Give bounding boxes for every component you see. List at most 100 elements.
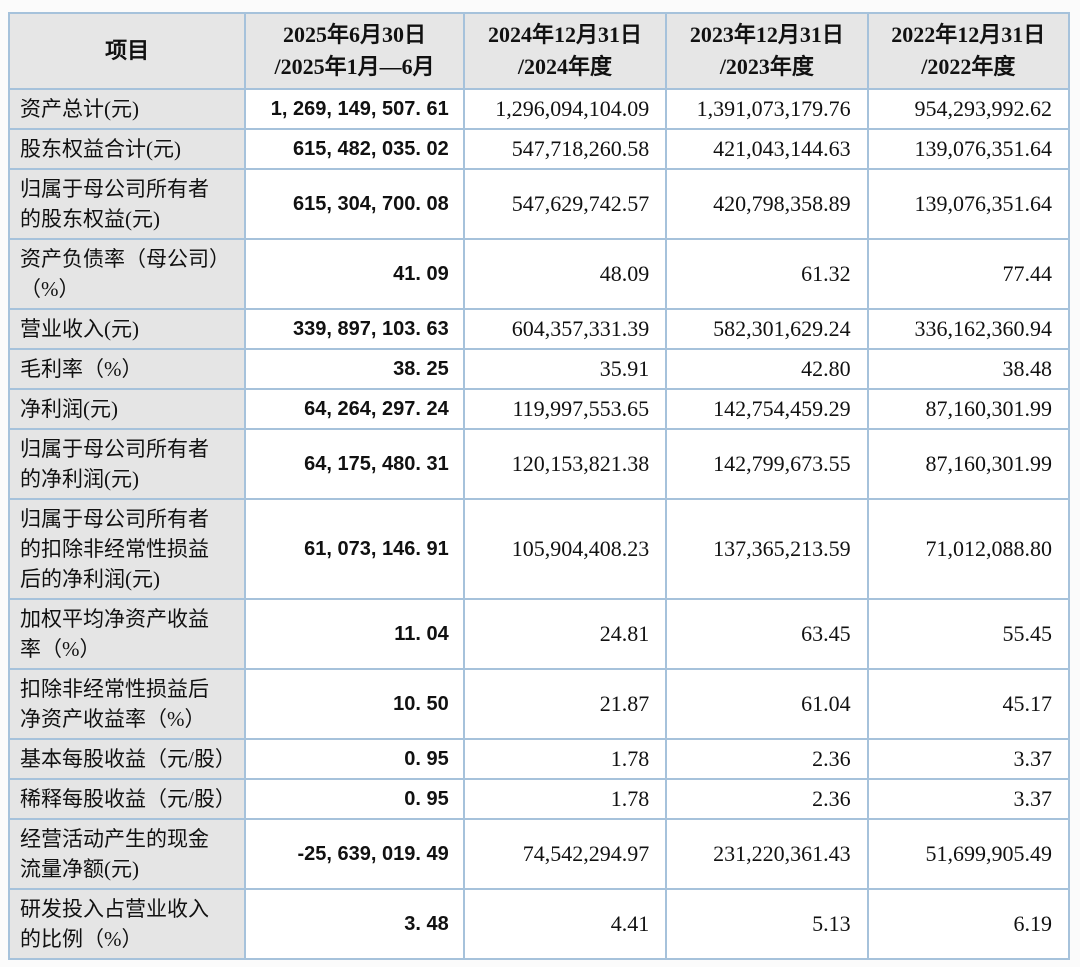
value-cell-2022: 38.48	[866, 348, 1071, 390]
value-cell-2023: 2.36	[665, 778, 869, 820]
table-row: 资产负债率（母公司） （%） 41. 09 48.09 61.32 77.44	[7, 238, 1071, 310]
table-row: 归属于母公司所有者 的扣除非经常性损益 后的净利润(元) 61, 073, 14…	[7, 498, 1071, 600]
value-cell-2025: 0. 95	[244, 778, 465, 820]
table-body: 资产总计(元) 1, 269, 149, 507. 61 1,296,094,1…	[7, 88, 1071, 960]
period-date: 2025年6月30日	[283, 22, 427, 47]
period-date: 2024年12月31日	[487, 22, 642, 47]
table-row: 基本每股收益（元/股） 0. 95 1.78 2.36 3.37	[7, 738, 1071, 780]
value-cell-2023: 421,043,144.63	[665, 128, 869, 170]
period-range: /2022年度	[921, 54, 1016, 79]
table-row: 股东权益合计(元) 615, 482, 035. 02 547,718,260.…	[7, 128, 1071, 170]
row-label: 经营活动产生的现金 流量净额(元)	[7, 818, 247, 890]
value-cell-2023: 61.04	[665, 668, 869, 740]
row-label: 研发投入占营业收入 的比例（%）	[7, 888, 247, 960]
value-cell-2023: 2.36	[665, 738, 869, 780]
value-cell-2023: 61.32	[665, 238, 869, 310]
value-cell-2022: 71,012,088.80	[866, 498, 1071, 600]
value-cell-2024: 604,357,331.39	[462, 308, 668, 350]
value-cell-2025: 1, 269, 149, 507. 61	[244, 88, 465, 130]
header-row: 项目 2025年6月30日 /2025年1月—6月 2024年12月31日 /2…	[7, 12, 1071, 90]
value-cell-2022: 51,699,905.49	[866, 818, 1071, 890]
row-label: 资产总计(元)	[7, 88, 247, 130]
period-range: /2024年度	[517, 54, 613, 79]
value-cell-2023: 5.13	[665, 888, 869, 960]
value-cell-2024: 35.91	[462, 348, 668, 390]
financial-summary-table: 项目 2025年6月30日 /2025年1月—6月 2024年12月31日 /2…	[7, 12, 1071, 960]
row-label: 资产负债率（母公司） （%）	[7, 238, 247, 310]
value-cell-2024: 48.09	[462, 238, 668, 310]
header-cell-period-2023: 2023年12月31日 /2023年度	[665, 12, 869, 90]
value-cell-2024: 24.81	[462, 598, 668, 670]
table-row: 稀释每股收益（元/股） 0. 95 1.78 2.36 3.37	[7, 778, 1071, 820]
value-cell-2022: 336,162,360.94	[866, 308, 1071, 350]
table-row: 研发投入占营业收入 的比例（%） 3. 48 4.41 5.13 6.19	[7, 888, 1071, 960]
value-cell-2022: 954,293,992.62	[866, 88, 1071, 130]
header-cell-period-2024: 2024年12月31日 /2024年度	[462, 12, 668, 90]
value-cell-2025: 339, 897, 103. 63	[244, 308, 465, 350]
row-label: 稀释每股收益（元/股）	[7, 778, 247, 820]
value-cell-2023: 1,391,073,179.76	[665, 88, 869, 130]
row-label: 归属于母公司所有者 的股东权益(元)	[7, 168, 247, 240]
value-cell-2023: 142,754,459.29	[665, 388, 869, 430]
header-cell-item: 项目	[7, 12, 247, 90]
value-cell-2024: 547,629,742.57	[462, 168, 668, 240]
value-cell-2025: 64, 264, 297. 24	[244, 388, 465, 430]
table-row: 归属于母公司所有者 的净利润(元) 64, 175, 480. 31 120,1…	[7, 428, 1071, 500]
value-cell-2024: 119,997,553.65	[462, 388, 668, 430]
value-cell-2022: 55.45	[866, 598, 1071, 670]
value-cell-2025: 615, 482, 035. 02	[244, 128, 465, 170]
value-cell-2022: 87,160,301.99	[866, 388, 1071, 430]
value-cell-2024: 105,904,408.23	[462, 498, 668, 600]
table-row: 营业收入(元) 339, 897, 103. 63 604,357,331.39…	[7, 308, 1071, 350]
row-label: 净利润(元)	[7, 388, 247, 430]
period-range: /2025年1月—6月	[274, 54, 435, 79]
value-cell-2025: 0. 95	[244, 738, 465, 780]
value-cell-2025: 38. 25	[244, 348, 465, 390]
row-label: 营业收入(元)	[7, 308, 247, 350]
value-cell-2022: 45.17	[866, 668, 1071, 740]
value-cell-2023: 582,301,629.24	[665, 308, 869, 350]
value-cell-2022: 3.37	[866, 738, 1071, 780]
table-row: 净利润(元) 64, 264, 297. 24 119,997,553.65 1…	[7, 388, 1071, 430]
value-cell-2024: 74,542,294.97	[462, 818, 668, 890]
row-label: 归属于母公司所有者 的扣除非经常性损益 后的净利润(元)	[7, 498, 247, 600]
value-cell-2023: 420,798,358.89	[665, 168, 869, 240]
value-cell-2024: 547,718,260.58	[462, 128, 668, 170]
value-cell-2023: 142,799,673.55	[665, 428, 869, 500]
value-cell-2025: 64, 175, 480. 31	[244, 428, 465, 500]
value-cell-2024: 1.78	[462, 738, 668, 780]
header-cell-period-2025: 2025年6月30日 /2025年1月—6月	[244, 12, 465, 90]
period-date: 2023年12月31日	[689, 22, 844, 47]
value-cell-2025: 3. 48	[244, 888, 465, 960]
value-cell-2024: 1.78	[462, 778, 668, 820]
value-cell-2024: 1,296,094,104.09	[462, 88, 668, 130]
value-cell-2024: 4.41	[462, 888, 668, 960]
row-label: 基本每股收益（元/股）	[7, 738, 247, 780]
value-cell-2024: 21.87	[462, 668, 668, 740]
period-date: 2022年12月31日	[891, 22, 1046, 47]
value-cell-2022: 139,076,351.64	[866, 128, 1071, 170]
row-label: 毛利率（%）	[7, 348, 247, 390]
table-row: 毛利率（%） 38. 25 35.91 42.80 38.48	[7, 348, 1071, 390]
value-cell-2022: 139,076,351.64	[866, 168, 1071, 240]
header-item-label: 项目	[105, 38, 150, 63]
row-label: 归属于母公司所有者 的净利润(元)	[7, 428, 247, 500]
row-label: 股东权益合计(元)	[7, 128, 247, 170]
value-cell-2025: 615, 304, 700. 08	[244, 168, 465, 240]
value-cell-2025: 61, 073, 146. 91	[244, 498, 465, 600]
value-cell-2022: 3.37	[866, 778, 1071, 820]
value-cell-2024: 120,153,821.38	[462, 428, 668, 500]
value-cell-2023: 42.80	[665, 348, 869, 390]
table-row: 经营活动产生的现金 流量净额(元) -25, 639, 019. 49 74,5…	[7, 818, 1071, 890]
value-cell-2022: 6.19	[866, 888, 1071, 960]
value-cell-2023: 137,365,213.59	[665, 498, 869, 600]
value-cell-2023: 231,220,361.43	[665, 818, 869, 890]
row-label: 加权平均净资产收益 率（%）	[7, 598, 247, 670]
row-label: 扣除非经常性损益后 净资产收益率（%）	[7, 668, 247, 740]
value-cell-2025: 11. 04	[244, 598, 465, 670]
value-cell-2025: 41. 09	[244, 238, 465, 310]
value-cell-2023: 63.45	[665, 598, 869, 670]
value-cell-2022: 77.44	[866, 238, 1071, 310]
period-range: /2023年度	[719, 54, 814, 79]
